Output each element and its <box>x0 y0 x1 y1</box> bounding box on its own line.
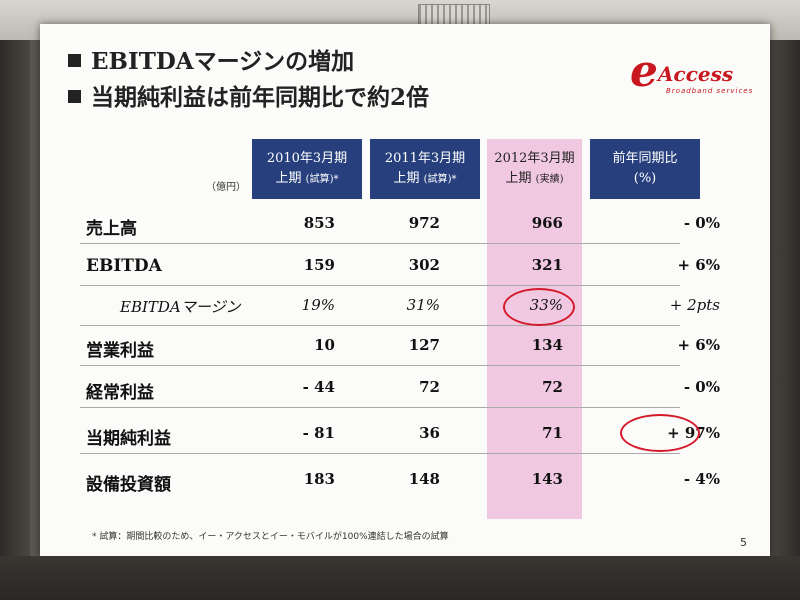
column-header-line1: 2010年3月期 <box>266 150 348 166</box>
logo-letter: e <box>630 46 658 97</box>
column-header-line2: 上期 <box>505 170 532 186</box>
column-header-note: (試算)* <box>305 173 339 185</box>
page-number: 5 <box>740 536 747 549</box>
column-header-line1: 2011年3月期 <box>384 150 466 166</box>
cell-2011: 31% <box>406 296 440 314</box>
cell-2010: - 44 <box>302 378 335 396</box>
cell-2012: 966 <box>531 214 563 232</box>
cell-2011: 36 <box>419 424 440 442</box>
table-row: EBITDAマージン 19% 31% 33% + 2pts <box>80 286 720 326</box>
wall-right <box>770 40 800 600</box>
headline-1: EBITDAマージンの増加 <box>68 42 354 76</box>
cell-2010: 853 <box>303 214 335 232</box>
column-header-line2: (%) <box>633 170 657 186</box>
column-header-line2-wrap: 上期 (試算)* <box>252 169 362 190</box>
row-divider <box>80 407 680 408</box>
row-label: 設備投資額 <box>86 475 171 495</box>
cell-2010: 159 <box>303 256 335 274</box>
table-row: 売上高 853 972 966 - 0% <box>80 204 720 244</box>
column-header-note: (試算)* <box>423 173 457 185</box>
eaccess-logo: e Access Broadband services <box>630 46 760 102</box>
column-header-line2-wrap: 上期 (試算)* <box>370 169 480 190</box>
table-row: EBITDA 159 302 321 + 6% <box>80 246 720 286</box>
column-header-yoy: 前年同期比 (%) <box>590 139 700 199</box>
row-label: 売上高 <box>86 219 137 239</box>
cell-2010: 183 <box>303 470 335 488</box>
cell-2012: 71 <box>542 424 563 442</box>
row-label: 当期純利益 <box>86 429 171 449</box>
floor <box>0 556 800 600</box>
row-divider <box>80 365 680 366</box>
column-header-line2: 上期 <box>393 170 420 186</box>
row-label: 営業利益 <box>86 341 154 361</box>
cell-2011: 148 <box>408 470 440 488</box>
column-header-line2-wrap: (%) <box>590 169 700 190</box>
table-row: 設備投資額 183 148 143 - 4% <box>80 460 720 500</box>
square-bullet-icon <box>68 54 81 67</box>
cell-2011: 972 <box>408 214 440 232</box>
cell-2012: 143 <box>531 470 563 488</box>
column-header-line1: 2012年3月期 <box>494 150 575 166</box>
cell-yoy: + 2pts <box>669 296 720 314</box>
unit-label: （億円） <box>206 182 246 193</box>
cell-yoy: - 0% <box>683 378 720 396</box>
logo-subtitle: Broadband services <box>666 87 754 95</box>
cell-2011: 72 <box>419 378 440 396</box>
row-label: EBITDAマージン <box>120 298 241 316</box>
headline-2-text: 当期純利益は前年同期比で約2倍 <box>91 84 430 111</box>
column-header-2012: 2012年3月期 上期 (実績) <box>487 139 582 199</box>
column-header-line2-wrap: 上期 (実績) <box>487 169 582 190</box>
cell-yoy: + 6% <box>677 256 720 274</box>
cell-2011: 302 <box>408 256 440 274</box>
cell-2010: 10 <box>314 336 335 354</box>
column-header-2010: 2010年3月期 上期 (試算)* <box>252 139 362 199</box>
wall-left <box>0 40 30 600</box>
table-row: 経常利益 - 44 72 72 - 0% <box>80 368 720 408</box>
row-divider <box>80 325 680 326</box>
row-divider <box>80 453 680 454</box>
headline-1-text: EBITDAマージンの増加 <box>91 48 355 75</box>
footnote: * 試算：期間比較のため、イー・アクセスとイー・モバイルが100%連結した場合の… <box>92 532 449 542</box>
highlight-circle-margin <box>503 288 575 326</box>
headline-2: 当期純利益は前年同期比で約2倍 <box>68 78 429 112</box>
row-divider <box>80 285 680 286</box>
row-label: 経常利益 <box>86 383 154 403</box>
cell-2012: 134 <box>531 336 563 354</box>
highlight-circle-net-income <box>620 414 700 452</box>
square-bullet-icon <box>68 90 81 103</box>
highlight-column <box>487 139 582 519</box>
table-row: 営業利益 10 127 134 + 6% <box>80 326 720 366</box>
column-header-line1: 前年同期比 <box>612 150 678 166</box>
table-row: 当期純利益 - 81 36 71 + 97% <box>80 414 720 454</box>
cell-2012: 321 <box>531 256 563 274</box>
cell-2010: 19% <box>301 296 335 314</box>
column-header-note: (実績) <box>535 173 564 185</box>
logo-word: Access <box>658 62 734 86</box>
row-divider <box>80 243 680 244</box>
cell-yoy: - 0% <box>683 214 720 232</box>
cell-yoy: + 6% <box>677 336 720 354</box>
cell-2012: 72 <box>542 378 563 396</box>
cell-2011: 127 <box>408 336 440 354</box>
presentation-slide: EBITDAマージンの増加 当期純利益は前年同期比で約2倍 e Access B… <box>40 24 770 556</box>
row-label: EBITDA <box>86 256 162 276</box>
column-header-line2: 上期 <box>275 170 302 186</box>
column-header-2011: 2011年3月期 上期 (試算)* <box>370 139 480 199</box>
cell-yoy: - 4% <box>683 470 720 488</box>
cell-2010: - 81 <box>302 424 335 442</box>
